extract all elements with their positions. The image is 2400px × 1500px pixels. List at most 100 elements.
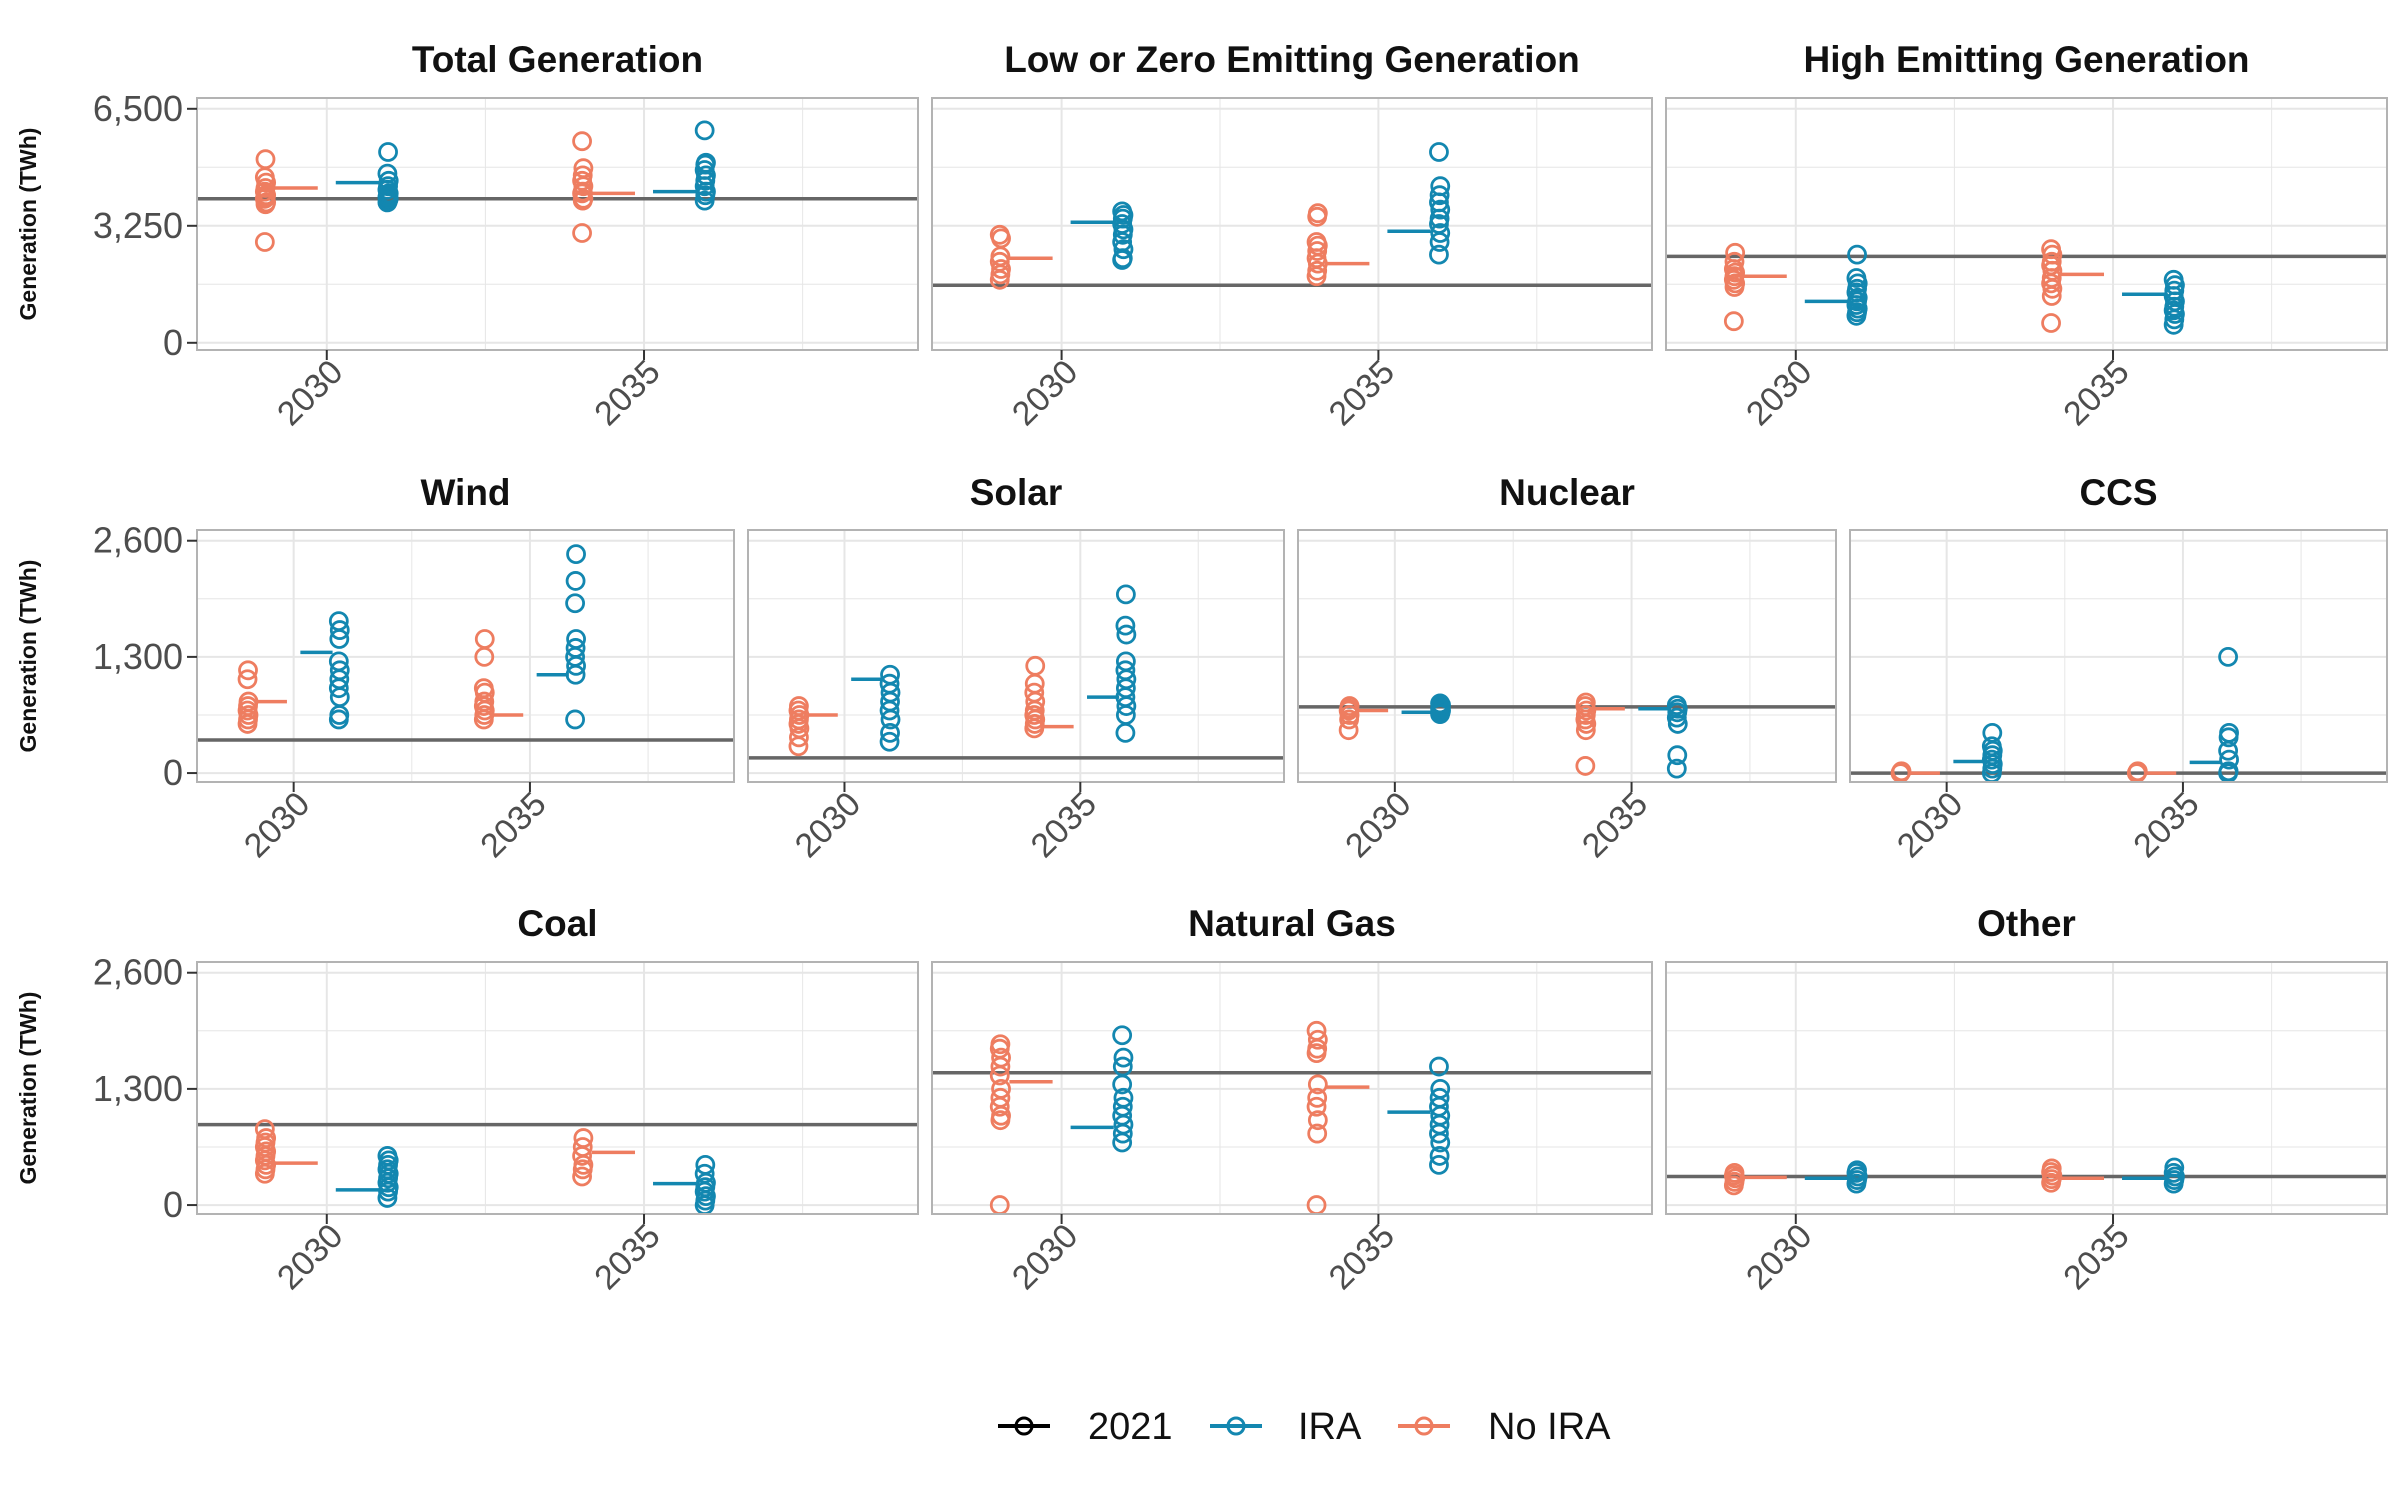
point-ira-2035 [1430,1078,1451,1099]
x-tick-label: 2035 [587,1217,667,1297]
point-no-ira-2030 [238,660,258,681]
y-axis-label: Generation (TWh) [15,992,41,1185]
panel-coal: Coal 2030 2035 0 1,300 2,600 Generation (TWh) [15,903,919,1297]
point-no-ira-2030 [1338,720,1359,741]
x-tick-label: 2030 [270,1217,350,1297]
panel-nuclear: Nuclear 2030 2035 [1297,472,1837,865]
y-tick-label: 1,300 [93,1068,183,1109]
point-ira-2030 [329,620,350,640]
point-no-ira-2035 [573,1128,594,1148]
point-ira-2035 [695,1154,716,1175]
x-tick-label: 2035 [473,785,553,865]
point-ira-2030 [378,142,398,162]
point-no-ira-2035 [1307,1123,1328,1144]
point-no-ira-2035 [1307,1110,1328,1131]
panel-border [196,97,919,351]
x-tick-label: 2035 [587,353,667,433]
point-no-ira-2035 [572,223,592,243]
point-no-ira-2035 [1307,1074,1328,1095]
point-ira-2030 [329,660,350,681]
point-no-ira-2030 [990,1087,1011,1108]
legend-entry-ira: IRA [1210,1406,1362,1448]
point-no-ira-2035 [572,1137,593,1157]
legend-entry-2021: 2021 [998,1406,1173,1448]
point-ira-2035 [2218,761,2239,782]
point-no-ira-2030 [991,1047,1011,1068]
x-tick-label: 2030 [1739,353,1819,433]
x-tick-label: 2030 [1005,1217,1085,1297]
point-ira-2035 [1115,615,1136,636]
point-ira-2035 [1430,199,1451,220]
point-ira-2030 [1112,201,1133,222]
point-no-ira-2035 [1306,1020,1327,1041]
point-no-ira-2030 [991,1078,1011,1099]
x-tick-label: 2035 [1322,353,1402,433]
x-tick-label: 2035 [2056,353,2136,433]
point-no-ira-2030 [256,1128,277,1148]
panel-low-or-zero-emitting-generation: Low or Zero Emitting Generation 2030 2035 [931,39,1653,433]
legend: 2021 IRA No IRA [998,1406,1611,1448]
panel-title-total-generation: Total Generation [412,39,703,80]
x-tick-label: 2030 [270,353,350,433]
panel-natural-gas: Natural Gas 2030 2035 [931,903,1653,1297]
point-no-ira-2035 [572,1166,592,1187]
point-ira-2035 [1429,244,1449,265]
point-ira-2035 [565,571,586,591]
point-no-ira-2035 [572,165,593,186]
point-no-ira-2035 [573,158,594,179]
point-ira-2030 [880,722,900,743]
point-no-ira-2035 [2041,251,2062,272]
point-ira-2035 [566,544,586,565]
point-ira-2035 [565,709,586,730]
point-ira-2030 [1113,1047,1134,1068]
point-ira-2030 [880,664,900,685]
point-ira-2035 [2219,722,2239,743]
x-tick-label: 2030 [788,785,868,865]
panel-title-solar: Solar [970,472,1063,513]
point-no-ira-2035 [1025,655,1046,676]
x-tick-label: 2030 [1890,785,1970,865]
point-ira-2035 [696,152,716,173]
point-ira-2030 [377,163,398,184]
x-tick-label: 2035 [1322,1217,1402,1297]
panel-title-low-or-zero-emitting-generation: Low or Zero Emitting Generation [1004,39,1580,80]
point-ira-2030 [879,731,900,752]
panel-title-high-emitting-generation: High Emitting Generation [1803,39,2249,80]
panel-border [931,97,1653,351]
point-no-ira-2030 [1725,242,1746,263]
point-ira-2030 [1847,244,1867,265]
point-no-ira-2035 [474,691,495,712]
panel-total-generation: Total Generation 2030 2035 0 3,250 6,500 Gener… [15,39,919,433]
point-ira-2035 [1115,660,1136,681]
panel-title-natural-gas: Natural Gas [1188,903,1396,944]
panel-border [1665,97,2388,351]
point-ira-2030 [328,611,349,632]
point-ira-2035 [565,638,586,658]
point-no-ira-2030 [789,696,809,716]
point-ira-2030 [328,651,349,672]
x-tick-label: 2030 [1739,1217,1819,1297]
point-no-ira-2030 [991,259,1011,279]
point-no-ira-2035 [1575,692,1596,713]
legend-swatch-point-no-ira [1414,1416,1434,1436]
point-no-ira-2030 [1339,696,1360,716]
x-tick-label: 2030 [1338,785,1418,865]
panel-background [1666,98,2387,350]
point-ira-2035 [566,629,586,649]
legend-label-ira: IRA [1298,1406,1362,1448]
y-axis-label: Generation (TWh) [15,128,41,321]
point-no-ira-2035 [473,678,494,699]
point-no-ira-2035 [1307,203,1328,224]
point-ira-2035 [565,593,586,614]
point-ira-2035 [2163,269,2184,290]
panel-wind: Wind 2030 2035 0 1,300 2,600 Generation (TWh) [15,472,735,865]
x-tick-label: 2035 [1024,785,1104,865]
point-ira-2035 [694,1163,715,1184]
point-no-ira-2035 [1575,756,1596,776]
point-no-ira-2030 [238,691,259,712]
point-ira-2035 [1429,1056,1449,1077]
point-no-ira-2030 [255,149,276,170]
panel-high-emitting-generation: High Emitting Generation 2030 2035 [1665,39,2388,433]
point-ira-2035 [1429,1154,1449,1175]
